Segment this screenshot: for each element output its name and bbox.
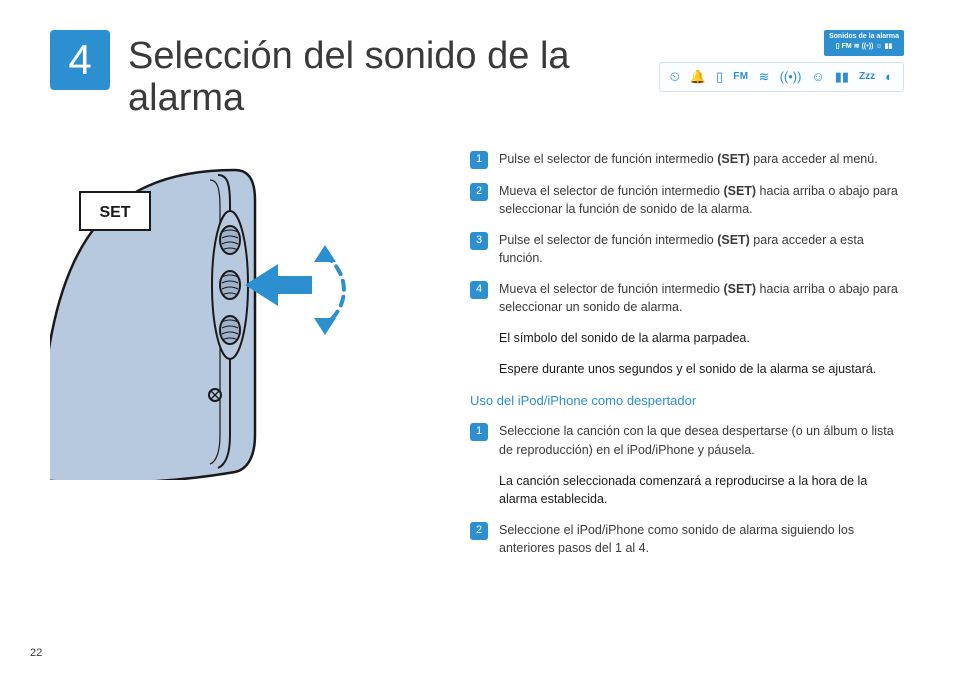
step-text: Mueva el selector de función intermedio … xyxy=(499,280,904,316)
badge-icons-row: ▯ FM ≋ ((•)) ☺ ▮▮ xyxy=(829,43,899,51)
step-badge: 1 xyxy=(470,151,488,169)
step-badge: 2 xyxy=(470,183,488,201)
fm-icon: FM xyxy=(733,71,748,82)
badge-icon-device: ▯ xyxy=(836,43,840,51)
step-text: Mueva el selector de función intermedio … xyxy=(499,182,904,218)
bell-icon: 🔔 xyxy=(690,69,706,85)
list-item: 3 Pulse el selector de función intermedi… xyxy=(470,231,904,267)
badge-icon-wave: ≋ xyxy=(854,43,860,51)
bars-icon: ▮▮ xyxy=(835,69,849,85)
badge-icon-face: ☺ xyxy=(875,43,882,51)
page-number: 22 xyxy=(30,647,42,659)
list-item: 1 Seleccione la canción con la que desea… xyxy=(470,422,904,458)
step-text: Pulse el selector de función intermedio … xyxy=(499,150,904,169)
device-illustration: SET xyxy=(50,150,440,480)
main-steps-list: 1 Pulse el selector de función intermedi… xyxy=(470,150,904,317)
sub-steps-list: 1 Seleccione la canción con la que desea… xyxy=(470,422,904,458)
step-badge: 3 xyxy=(470,232,488,250)
buzzer-icon: ≋ xyxy=(759,69,770,85)
step-badge: 4 xyxy=(470,281,488,299)
sub-steps-list-cont: 2 Seleccione el iPod/iPhone como sonido … xyxy=(470,521,904,557)
contrast-icon: ◐ xyxy=(885,69,893,84)
list-item: 2 Seleccione el iPod/iPhone como sonido … xyxy=(470,521,904,557)
header-badges: Sonidos de la alarma ▯ FM ≋ ((•)) ☺ ▮▮ ⏲… xyxy=(659,30,904,92)
step-badge: 2 xyxy=(470,522,488,540)
device-icon: ▯ xyxy=(716,69,723,85)
note-text: El símbolo del sonido de la alarma parpa… xyxy=(499,329,904,347)
step-number-box: 4 xyxy=(50,30,110,90)
set-label-text: SET xyxy=(99,204,130,221)
badge-icon-fm: FM xyxy=(842,43,852,51)
zzz-icon: Zzz xyxy=(859,71,875,82)
list-item: 1 Pulse el selector de función intermedi… xyxy=(470,150,904,169)
badge-icon-radio: ((•)) xyxy=(862,43,874,51)
alarm-sounds-badge: Sonidos de la alarma ▯ FM ≋ ((•)) ☺ ▮▮ xyxy=(824,30,904,56)
subsection-title: Uso del iPod/iPhone como despertador xyxy=(470,392,904,411)
step-badge: 1 xyxy=(470,423,488,441)
icon-strip: ⏲ 🔔 ▯ FM ≋ ((•)) ☺ ▮▮ Zzz ◐ xyxy=(659,62,904,92)
list-item: 2 Mueva el selector de función intermedi… xyxy=(470,182,904,218)
page-title: Selección del sonido de la alarma xyxy=(128,30,641,120)
step-text: Seleccione el iPod/iPhone como sonido de… xyxy=(499,521,904,557)
step-text: Seleccione la canción con la que desea d… xyxy=(499,422,904,458)
step-number: 4 xyxy=(68,36,91,84)
badge-icon-bars: ▮▮ xyxy=(885,43,893,51)
face-icon: ☺ xyxy=(811,69,824,84)
note-text: La canción seleccionada comenzará a repr… xyxy=(499,472,904,508)
badge-label: Sonidos de la alarma xyxy=(829,33,899,41)
note-text: Espere durante unos segundos y el sonido… xyxy=(499,360,904,378)
list-item: 4 Mueva el selector de función intermedi… xyxy=(470,280,904,316)
clock-icon: ⏲ xyxy=(670,69,680,85)
step-text: Pulse el selector de función intermedio … xyxy=(499,231,904,267)
radio-waves-icon: ((•)) xyxy=(780,69,802,84)
